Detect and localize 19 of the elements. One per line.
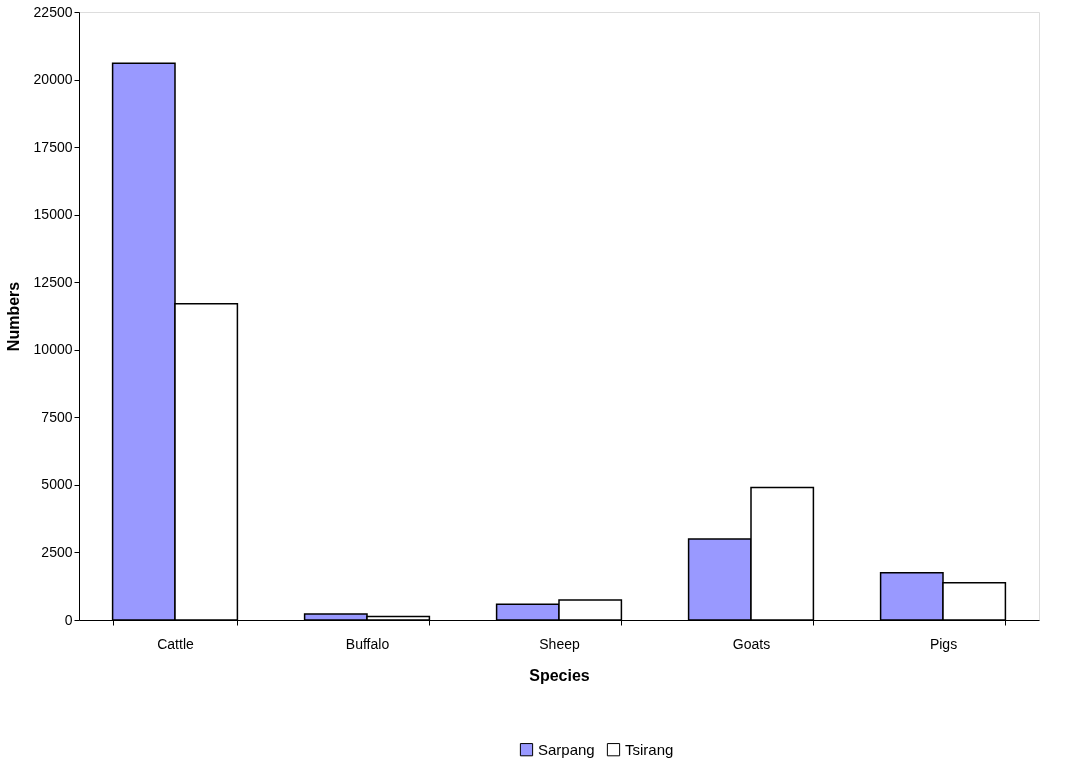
y-tick-label: 5000	[41, 476, 73, 493]
x-tick-label: Buffalo	[345, 635, 390, 652]
x-tick-label: Sheep	[539, 635, 580, 652]
y-tick-label: 20000	[33, 71, 73, 88]
y-tick-label: 22500	[33, 3, 73, 20]
y-tick-label: 7500	[41, 408, 73, 425]
y-tick-label: 17500	[33, 138, 73, 155]
x-tick-label: Pigs	[929, 635, 958, 652]
x-axis-title: Species	[529, 666, 590, 684]
y-tick-label: 10000	[33, 341, 73, 358]
y-tick-label: 0	[64, 611, 73, 628]
x-tick-label: Cattle	[157, 635, 194, 652]
legend-label: Tsirang	[625, 740, 674, 758]
y-tick-label: 2500	[41, 543, 73, 560]
y-axis-title: Numbers	[4, 281, 22, 352]
x-tick-label: Goats	[732, 635, 771, 652]
y-tick-label: 15000	[33, 206, 73, 223]
legend-label: Sarpang	[538, 740, 595, 758]
y-tick-label: 12500	[33, 273, 73, 290]
